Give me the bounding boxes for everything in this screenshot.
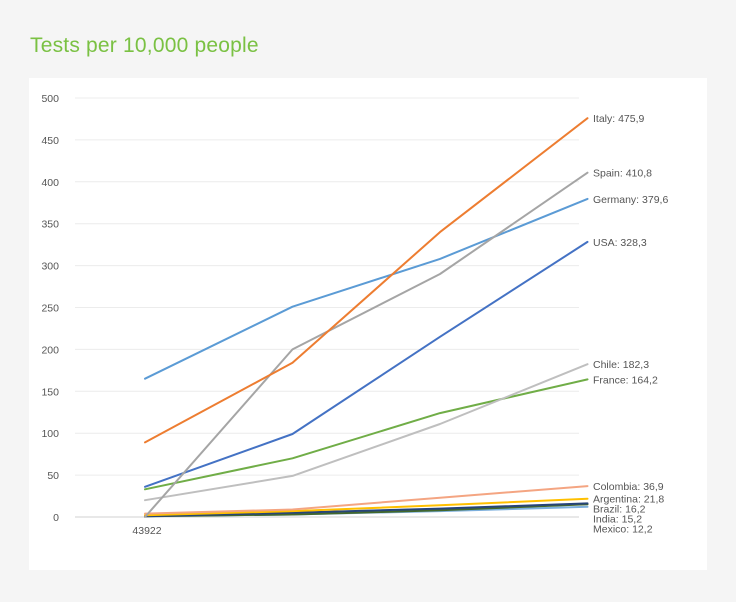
page-title: Tests per 10,000 people	[30, 34, 259, 57]
y-tick-label-100: 100	[41, 428, 59, 440]
series-label-india: India: 15,2	[593, 514, 642, 526]
series-line-spain	[144, 171, 589, 518]
grid	[75, 97, 579, 518]
y-tick-label-400: 400	[41, 177, 59, 189]
series-line-italy	[144, 117, 589, 444]
series-line-colombia	[144, 485, 589, 515]
series-line-chile	[144, 363, 589, 502]
y-tick-label-500: 500	[41, 93, 59, 105]
series-lines	[144, 117, 589, 518]
series-line-france	[144, 378, 589, 491]
series-label-brazil: Brazil: 16,2	[593, 504, 646, 516]
y-tick-label-350: 350	[41, 219, 59, 231]
y-tick-label-450: 450	[41, 135, 59, 147]
series-label-mexico: Mexico: 12,2	[593, 524, 653, 536]
series-label-colombia: Colombia: 36,9	[593, 481, 664, 493]
y-tick-label-200: 200	[41, 344, 59, 356]
line-chart: 0 50 100 150 200 250 300 350 400 450 500 43922 Ita…	[41, 93, 668, 537]
series-label-france: France: 164,2	[593, 374, 658, 386]
series-label-chile: Chile: 182,3	[593, 359, 649, 371]
x-tick-label-0: 43922	[132, 525, 161, 537]
series-label-spain: Spain: 410,8	[593, 168, 652, 180]
series-line-brazil	[144, 502, 589, 518]
y-tick-label-150: 150	[41, 386, 59, 398]
series-label-italy: Italy: 475,9	[593, 113, 645, 125]
x-axis-ticks: 43922	[132, 525, 161, 537]
series-line-argentina	[144, 497, 589, 517]
series-label-usa: USA: 328,3	[593, 237, 647, 249]
series-label-germany: Germany: 379,6	[593, 194, 668, 206]
y-tick-label-250: 250	[41, 303, 59, 315]
y-tick-label-0: 0	[53, 512, 59, 524]
series-labels: Italy: 475,9 Spain: 410,8 Germany: 379,6 US…	[593, 113, 668, 536]
y-tick-label-300: 300	[41, 261, 59, 273]
series-label-argentina: Argentina: 21,8	[593, 494, 664, 506]
series-line-germany	[144, 197, 589, 380]
series-line-usa	[144, 240, 589, 488]
chart-card: 0 50 100 150 200 250 300 350 400 450 500 43922 Ita…	[29, 78, 707, 570]
y-tick-label-50: 50	[47, 470, 59, 482]
y-axis-ticks: 0 50 100 150 200 250 300 350 400 450 500	[41, 93, 59, 524]
